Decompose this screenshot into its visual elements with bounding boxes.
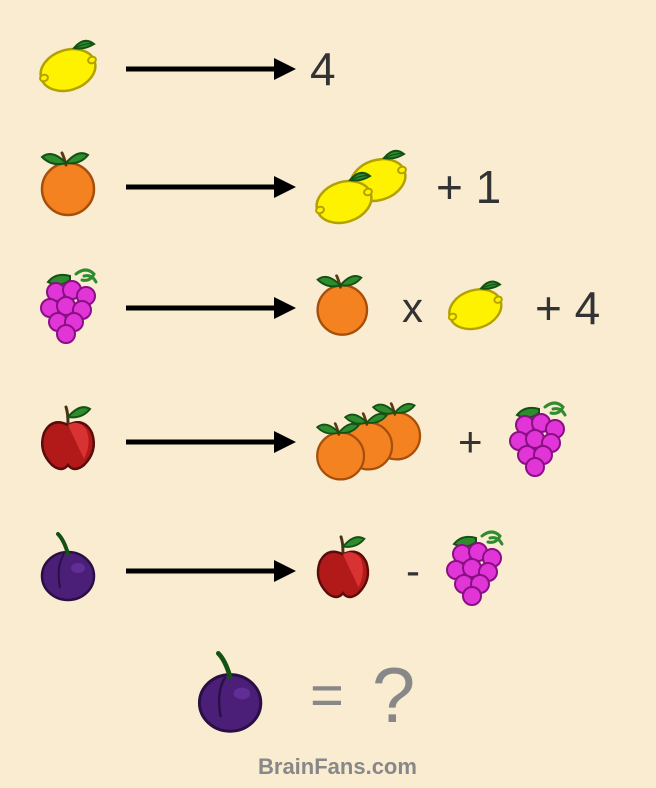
- equals-sign: =: [310, 662, 344, 729]
- apple-icon: [34, 403, 112, 481]
- times-op: x: [402, 284, 423, 332]
- orange-icon: [310, 272, 382, 344]
- grapes-icon: [503, 401, 583, 483]
- arrow-icon: [126, 172, 296, 202]
- plus-4: + 4: [535, 281, 600, 335]
- question-mark: ?: [372, 650, 415, 741]
- grapes-icon: [34, 268, 112, 348]
- plus-1: + 1: [436, 160, 501, 214]
- apple-icon: [310, 533, 386, 609]
- footer-attribution: BrainFans.com: [258, 754, 417, 780]
- two-lemons: [310, 144, 422, 230]
- row-4: +: [34, 400, 583, 484]
- minus-op: -: [406, 547, 420, 595]
- arrow-icon: [126, 54, 296, 84]
- row-1: 4: [34, 34, 336, 104]
- plum-icon: [190, 651, 282, 741]
- plus-op: +: [458, 418, 483, 466]
- arrow-icon: [126, 556, 296, 586]
- row-3: x + 4: [34, 268, 600, 348]
- row-2: + 1: [34, 144, 501, 230]
- lemon-icon: [34, 34, 112, 104]
- orange-icon: [34, 149, 112, 225]
- row-5: -: [34, 530, 520, 612]
- three-oranges: [310, 400, 438, 484]
- value-4: 4: [310, 42, 336, 96]
- question-row: = ?: [190, 650, 415, 741]
- arrow-icon: [126, 293, 296, 323]
- grapes-icon: [440, 530, 520, 612]
- lemon-icon: [443, 275, 515, 341]
- arrow-icon: [126, 427, 296, 457]
- orange-icon: [310, 420, 380, 490]
- lemon-icon: [310, 166, 388, 236]
- plum-icon: [34, 532, 112, 610]
